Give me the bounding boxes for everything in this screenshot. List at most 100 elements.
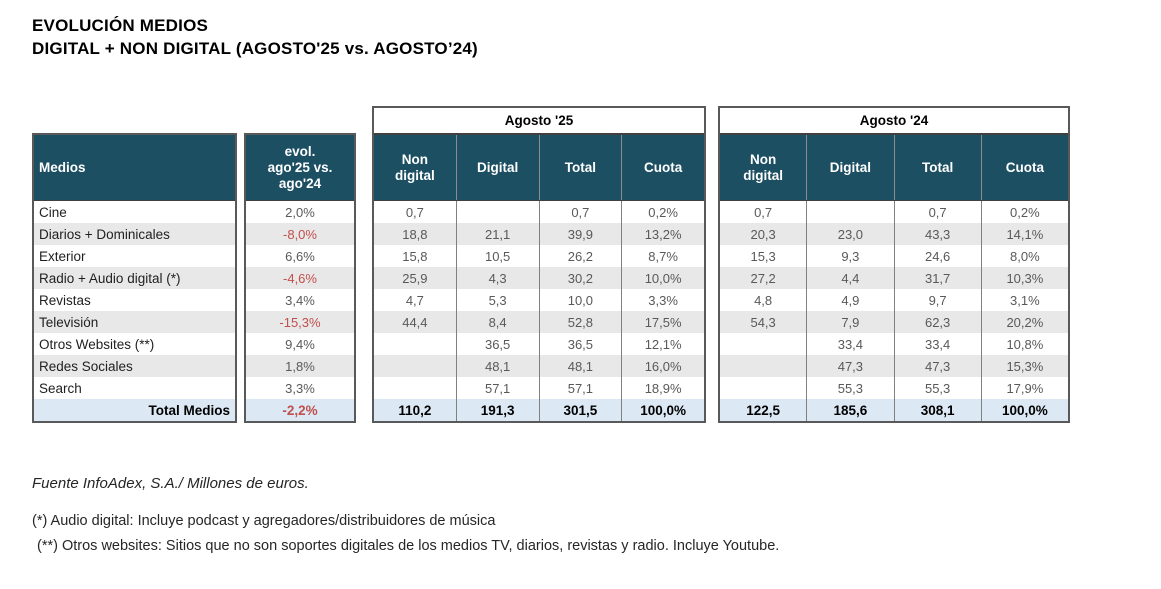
agosto25-header-row: Non digital Digital Total Cuota [374, 135, 704, 201]
value-cell: 33,4 [807, 333, 895, 355]
value-cell: 36,5 [540, 333, 623, 355]
title-line-1: EVOLUCIÓN MEDIOS [32, 16, 209, 35]
value-cell [374, 355, 457, 377]
value-cell: 55,3 [807, 377, 895, 399]
value-cell: 12,1% [644, 336, 682, 352]
table-row: 54,3 7,9 62,3 20,2% [720, 311, 1068, 333]
value-cell [720, 355, 808, 377]
value-cell: 20,3 [720, 223, 808, 245]
medio-cell: Search [39, 380, 82, 396]
value-cell: 3,3% [648, 292, 678, 308]
value-cell: -2,2% [282, 402, 318, 418]
value-cell: 36,5 [457, 333, 540, 355]
value-cell: 301,5 [540, 399, 623, 421]
value-cell: 47,3 [895, 355, 982, 377]
table-row: 57,1 57,1 18,9% [374, 377, 704, 399]
value-cell: 62,3 [895, 311, 982, 333]
column-header: Digital [807, 135, 895, 200]
table-row: Total Medios [34, 399, 235, 421]
value-cell: 8,4 [457, 311, 540, 333]
value-cell [720, 333, 808, 355]
title-line-2: DIGITAL + NON DIGITAL (AGOSTO'25 vs. AGO… [32, 39, 478, 58]
column-header: Cuota [1005, 159, 1044, 175]
value-cell: 0,2% [1010, 204, 1040, 220]
value-cell: 48,1 [457, 355, 540, 377]
value-cell: 20,2% [1006, 314, 1044, 330]
value-cell: 100,0% [1001, 402, 1048, 418]
medio-cell: Diarios + Dominicales [39, 226, 170, 242]
value-cell: 26,2 [540, 245, 623, 267]
value-cell [720, 377, 808, 399]
value-cell: 31,7 [895, 267, 982, 289]
agosto24-group-header: Agosto '24 [720, 108, 1068, 135]
page-title: EVOLUCIÓN MEDIOS DIGITAL + NON DIGITAL (… [32, 14, 1161, 60]
column-header: Non digital [720, 135, 808, 200]
value-cell: 0,7 [540, 201, 623, 223]
value-cell: 9,3 [807, 245, 895, 267]
footnote-otros-websites: (**) Otros websites: Sitios que no son s… [37, 538, 780, 554]
column-header: Total [540, 135, 623, 200]
medio-cell: Exterior [39, 248, 86, 264]
value-cell: 33,4 [895, 333, 982, 355]
table-row: 15,8 10,5 26,2 8,7% [374, 245, 704, 267]
agosto24-header-row: Non digital Digital Total Cuota [720, 135, 1068, 201]
evolution-table: evol. ago'25 vs. ago'24 2,0% -8,0% 6,6% -4,… [244, 133, 356, 423]
footnotes: (*) Audio digital: Incluye podcast y agr… [32, 509, 1161, 559]
value-cell: 15,3% [1006, 358, 1044, 374]
table-row: 3,3% [246, 377, 354, 399]
value-cell: 4,7 [374, 289, 457, 311]
value-cell: 24,6 [895, 245, 982, 267]
table-row: Radio + Audio digital (*) [34, 267, 235, 289]
value-cell: 43,3 [895, 223, 982, 245]
value-cell: 0,7 [720, 201, 808, 223]
medio-cell: Cine [39, 204, 67, 220]
value-cell: -4,6% [283, 270, 317, 286]
value-cell: 0,7 [895, 201, 982, 223]
value-cell: 3,3% [285, 380, 315, 396]
value-cell: 10,8% [1006, 336, 1044, 352]
value-cell: 15,8 [374, 245, 457, 267]
table-row: 33,4 33,4 10,8% [720, 333, 1068, 355]
value-cell: 23,0 [807, 223, 895, 245]
value-cell: 4,8 [720, 289, 808, 311]
medios-rows: Cine Diarios + Dominicales Exterior Radio +… [34, 201, 235, 421]
value-cell: 47,3 [807, 355, 895, 377]
table-row: Cine [34, 201, 235, 223]
value-cell: 17,5% [644, 314, 682, 330]
agosto25-table: Agosto '25 Non digital Digital Total Cuota … [372, 106, 706, 423]
value-cell: 54,3 [720, 311, 808, 333]
value-cell: 110,2 [374, 399, 457, 421]
medio-cell: Otros Websites (**) [39, 336, 155, 352]
value-cell: 2,0% [285, 204, 315, 220]
value-cell: -8,0% [283, 226, 317, 242]
value-cell: 4,9 [807, 289, 895, 311]
table-row: 1,8% [246, 355, 354, 377]
table-row: 6,6% [246, 245, 354, 267]
value-cell: 6,6% [285, 248, 315, 264]
table-row: -4,6% [246, 267, 354, 289]
table-row: Diarios + Dominicales [34, 223, 235, 245]
table-row: 2,0% [246, 201, 354, 223]
value-cell: 9,4% [285, 336, 315, 352]
table-row: Revistas [34, 289, 235, 311]
medio-cell: Redes Sociales [39, 358, 133, 374]
value-cell: 27,2 [720, 267, 808, 289]
table-row: Televisión [34, 311, 235, 333]
value-cell: 17,9% [1006, 380, 1044, 396]
source-note: Fuente InfoAdex, S.A./ Millones de euros… [32, 475, 309, 492]
table-row: 9,4% [246, 333, 354, 355]
value-cell: 8,0% [1010, 248, 1040, 264]
table-row: 55,3 55,3 17,9% [720, 377, 1068, 399]
value-cell: 10,5 [457, 245, 540, 267]
value-cell: 7,9 [807, 311, 895, 333]
value-cell: 10,3% [1006, 270, 1044, 286]
value-cell: 52,8 [540, 311, 623, 333]
value-cell [374, 377, 457, 399]
value-cell: 16,0% [644, 358, 682, 374]
value-cell: 185,6 [807, 399, 895, 421]
value-cell: 44,4 [374, 311, 457, 333]
table-row: Search [34, 377, 235, 399]
value-cell [807, 201, 895, 223]
medio-cell: Televisión [39, 314, 99, 330]
medios-header-row: Medios [34, 135, 235, 201]
